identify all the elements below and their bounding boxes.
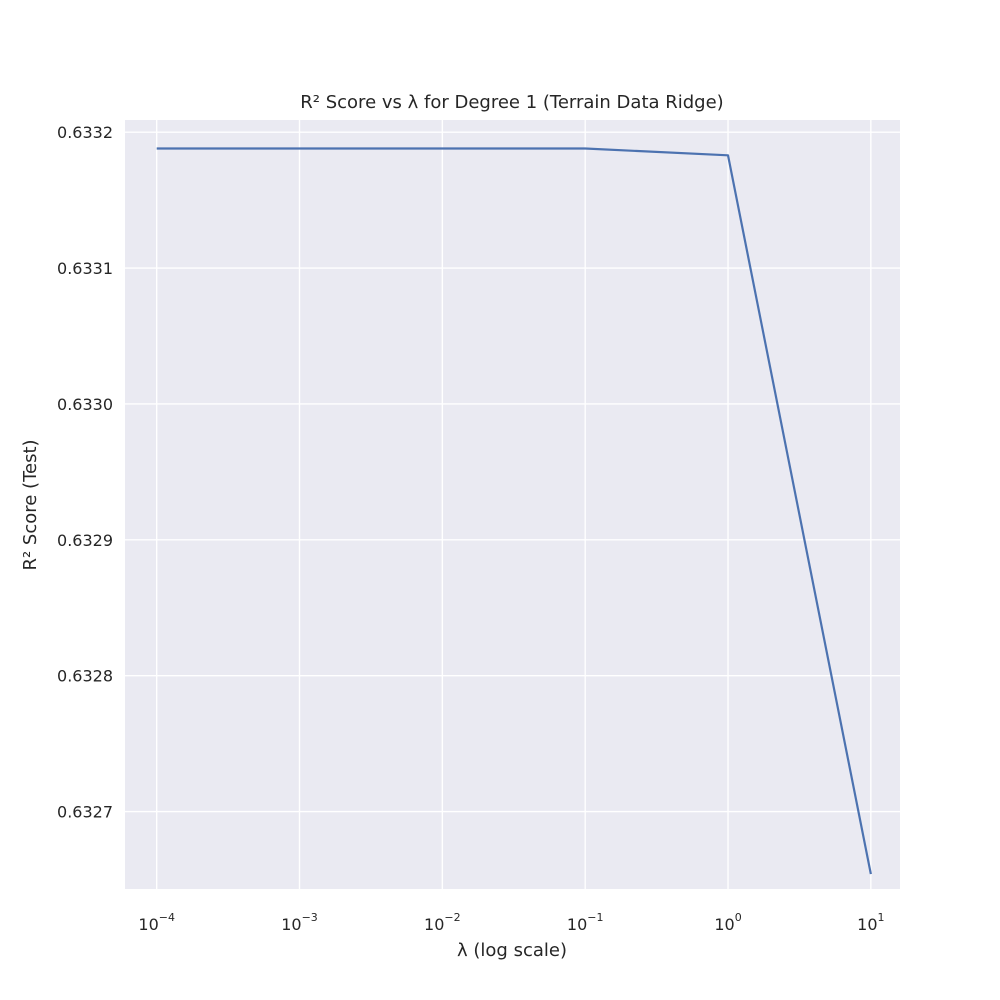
series-line	[156, 147, 872, 875]
y-tick-label: 0.6332	[57, 123, 113, 142]
x-tick-label: 10−4	[138, 911, 175, 934]
y-tick-label: 0.6331	[57, 259, 113, 278]
x-tick-label: 10−3	[281, 911, 318, 934]
y-tick-label: 0.6329	[57, 531, 113, 550]
x-tick-label: 10−2	[424, 911, 461, 934]
x-tick-label: 100	[714, 911, 741, 934]
y-tick-label: 0.6328	[57, 667, 113, 686]
x-axis-label: λ (log scale)	[457, 940, 567, 961]
x-tick-label: 101	[857, 911, 884, 934]
grid-lines	[125, 120, 900, 889]
y-tick-label: 0.6330	[57, 395, 113, 414]
series-layer	[156, 147, 872, 875]
chart-title: R² Score vs λ for Degree 1 (Terrain Data…	[300, 92, 723, 113]
x-tick-label: 10−1	[567, 911, 604, 934]
x-axis-ticks: 10−4 10−3 10−2 10−1 100 101	[138, 911, 884, 934]
y-tick-label: 0.6327	[57, 803, 113, 822]
plot-area	[125, 120, 900, 889]
y-axis-ticks: 0.6327 0.6328 0.6329 0.6330 0.6331 0.6332	[57, 123, 113, 821]
y-axis-label: R² Score (Test)	[20, 439, 41, 570]
